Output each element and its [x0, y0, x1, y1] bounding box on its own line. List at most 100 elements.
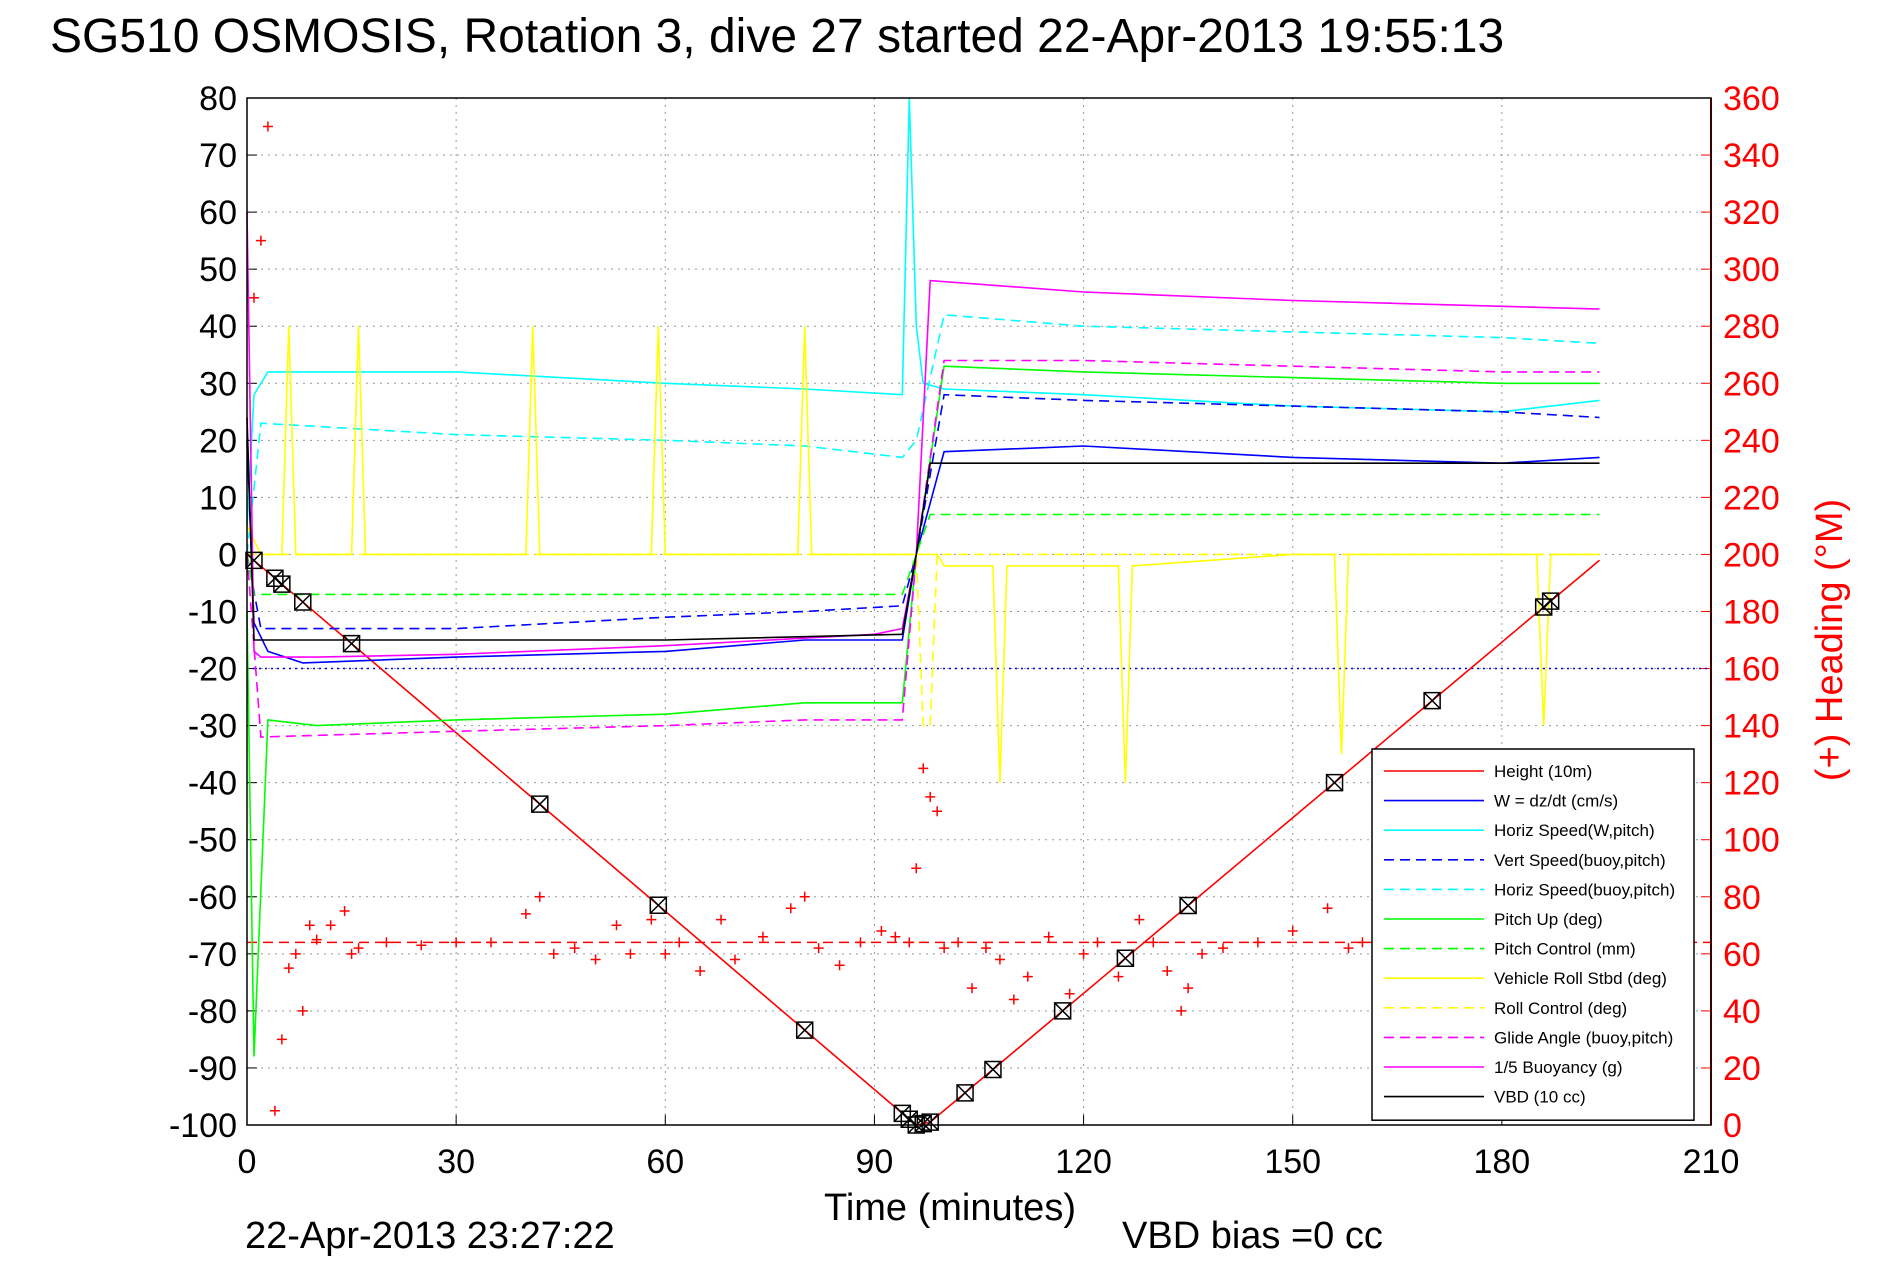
- heading-marker: [967, 983, 978, 994]
- heading-marker: [1092, 937, 1103, 948]
- series-line-glide-angle-buoy-pitch: [246, 359, 1600, 738]
- heading-marker: [1022, 971, 1033, 982]
- heading-marker: [1064, 988, 1075, 999]
- height-marker: [914, 1114, 932, 1133]
- right-y-tick-label: 280: [1723, 308, 1780, 346]
- right-y-tick-label: 260: [1723, 365, 1780, 403]
- y-tick-label: -10: [188, 594, 237, 632]
- heading-marker: [1183, 983, 1194, 994]
- y-tick-label: -100: [169, 1107, 237, 1145]
- heading-marker: [904, 937, 915, 948]
- height-marker: [1423, 691, 1441, 710]
- heading-marker: [611, 920, 622, 931]
- legend-label: Height (10m): [1494, 762, 1592, 781]
- heading-marker: [757, 931, 768, 942]
- heading-marker: [1176, 1005, 1187, 1016]
- right-y-tick-label: 20: [1723, 1050, 1761, 1088]
- legend-label: W = dz/dt (cm/s): [1494, 792, 1618, 811]
- right-y-axis-label: (+) Heading (°M): [1809, 499, 1851, 781]
- heading-marker: [876, 926, 887, 937]
- series-line-1-5-buoyancy-g: [246, 212, 1600, 658]
- right-y-tick-label: 120: [1723, 765, 1780, 803]
- legend-label: Roll Control (deg): [1494, 999, 1627, 1018]
- y-tick-label: 70: [199, 137, 237, 175]
- legend-label: Vert Speed(buoy,pitch): [1494, 851, 1666, 870]
- right-y-tick-label: 220: [1723, 479, 1780, 517]
- heading-marker: [486, 937, 496, 948]
- height-marker: [1179, 896, 1197, 915]
- heading-marker: [248, 292, 259, 303]
- heading-marker: [785, 903, 796, 914]
- x-tick-label: 0: [238, 1143, 257, 1181]
- right-y-tick-label: 360: [1723, 80, 1780, 118]
- height-marker: [273, 575, 291, 593]
- heading-marker: [925, 791, 936, 802]
- x-tick-label: 180: [1473, 1143, 1530, 1181]
- legend-label: Horiz Speed(W,pitch): [1494, 821, 1655, 840]
- heading-marker: [1197, 948, 1208, 959]
- heading-marker: [1287, 926, 1298, 937]
- heading-marker: [730, 954, 740, 965]
- y-tick-label: -50: [188, 822, 237, 860]
- heading-marker: [1008, 994, 1019, 1005]
- heading-marker: [346, 948, 357, 959]
- heading-marker: [1218, 943, 1228, 954]
- heading-marker: [339, 906, 350, 917]
- x-tick-labels: 0 30 60 90 120 150 180 210: [238, 1143, 1740, 1181]
- heading-marker: [1343, 943, 1354, 954]
- heading-marker: [1078, 948, 1089, 959]
- series-line-horiz-speed-w-pitch: [246, 97, 1600, 526]
- legend-label: Horiz Speed(buoy,pitch): [1494, 880, 1675, 899]
- height-marker: [1534, 598, 1553, 616]
- series-line-roll-control-deg: [247, 553, 1600, 727]
- y-tick-label: -60: [188, 879, 237, 917]
- y-tick-label: -20: [188, 651, 237, 689]
- heading-marker: [660, 948, 671, 959]
- right-y-tick-label: 180: [1723, 594, 1780, 632]
- heading-marker: [980, 943, 991, 954]
- heading-marker: [451, 937, 462, 948]
- heading-marker: [1113, 971, 1124, 982]
- right-y-tick-label: 140: [1723, 708, 1780, 746]
- heading-marker: [311, 934, 322, 945]
- y-tick-label: -30: [188, 708, 237, 746]
- y-tick-label: -80: [188, 993, 237, 1031]
- heading-marker: [325, 920, 336, 931]
- y-tick-label: 0: [218, 536, 237, 574]
- heading-marker: [1252, 937, 1263, 948]
- legend-label: VBD (10 cc): [1494, 1088, 1586, 1107]
- y-tick-label: 50: [199, 251, 237, 289]
- x-axis-label: Time (minutes): [824, 1187, 1076, 1229]
- right-y-tick-label: 100: [1723, 822, 1780, 860]
- y-tick-labels: 80 70 60 50 40 30 20 10 0 -10 -20 -30 -40 -50 -60 -70 -8…: [169, 80, 237, 1145]
- x-tick-label: 30: [437, 1143, 475, 1181]
- heading-marker: [674, 937, 685, 948]
- heading-marker: [1162, 965, 1173, 976]
- heading-marker: [1322, 903, 1333, 914]
- heading-marker: [520, 908, 531, 919]
- right-y-tick-label: 40: [1723, 993, 1761, 1031]
- y-tick-label: 80: [199, 80, 237, 118]
- axes-frame: [246, 97, 1712, 1126]
- heading-marker: [625, 948, 636, 959]
- height-marker: [294, 593, 312, 611]
- right-y-tick-label: 300: [1723, 251, 1780, 289]
- right-y-tick-label: 80: [1723, 879, 1761, 917]
- height-marker: [531, 795, 549, 813]
- heading-marker: [911, 863, 922, 874]
- heading-marker: [1357, 937, 1368, 948]
- heading-marker: [1043, 931, 1054, 942]
- heading-marker: [548, 948, 559, 959]
- heading-marker: [994, 954, 1005, 965]
- y-tick-label: 40: [199, 308, 237, 346]
- heading-marker: [932, 806, 943, 817]
- heading-marker: [262, 121, 273, 132]
- right-y-tick-label: 340: [1723, 137, 1780, 175]
- x-tick-label: 60: [646, 1143, 684, 1181]
- right-y-tick-labels: 3603403203002802602402202001801601401201…: [1723, 80, 1780, 1145]
- heading-marker: [813, 943, 824, 954]
- height-marker: [984, 1060, 1002, 1079]
- series-line-pitch-up-deg: [246, 365, 1600, 1057]
- heading-marker: [269, 1105, 280, 1116]
